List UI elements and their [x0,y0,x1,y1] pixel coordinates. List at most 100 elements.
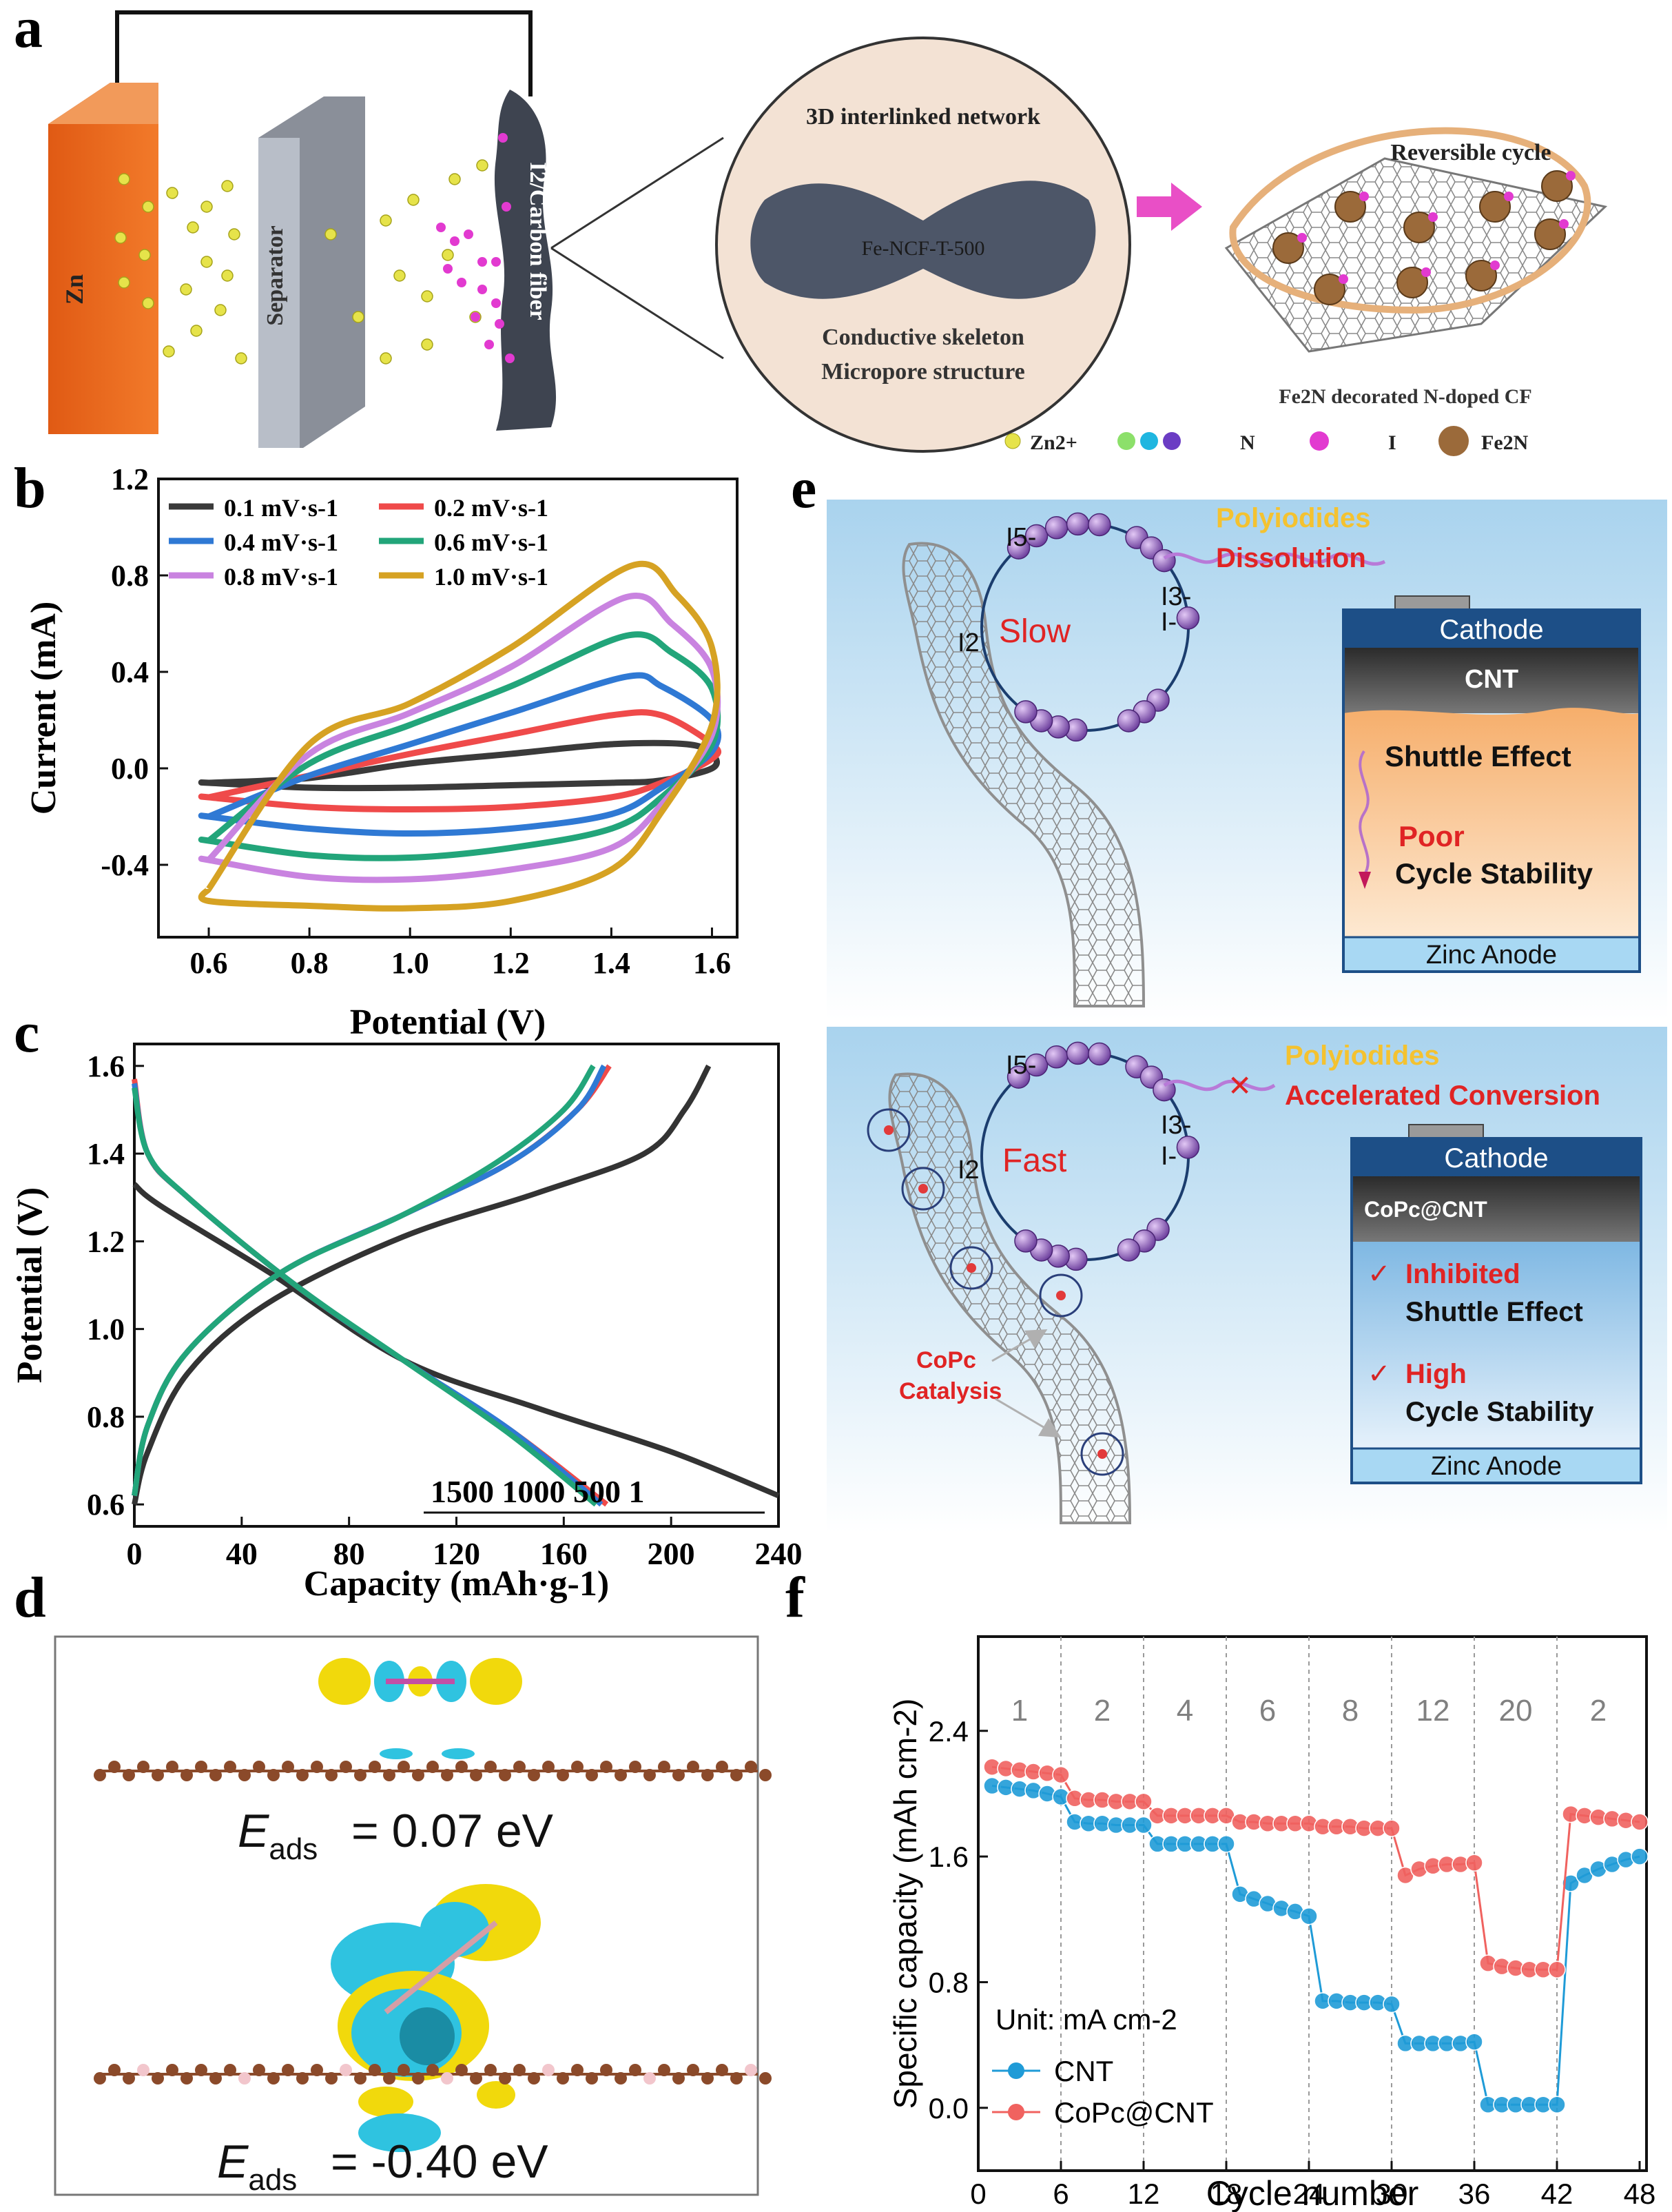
cycle-caption: Fe2N decorated N-doped CF [1279,385,1531,408]
x-tick-label: 18 [1210,2178,1243,2210]
iodine-ball [1066,512,1090,536]
carbon-atom [687,2064,699,2076]
data-point [1562,1874,1580,1892]
legend-marker [1008,2104,1024,2120]
cobalt-center [884,1125,894,1135]
iodine-dot [464,229,473,239]
legend-label: 0.1 mV·s-1 [224,494,338,522]
iodine-cloud [436,133,515,363]
x-tick-label: 1.6 [693,946,731,980]
fe2n-particles [1272,170,1576,305]
legend-label: CNT [1054,2055,1113,2087]
data-point [1465,2033,1483,2051]
zn-ion-dot [166,187,178,199]
polyiodide-wave-bottom [1163,1079,1276,1092]
pink-arrow [1137,183,1202,231]
carbon-atom [759,1769,772,1781]
carbon-atom [455,2064,468,2076]
shuttle-effect-bottom: Shuttle Effect [1405,1297,1583,1327]
x-tick-label: 80 [333,1536,365,1571]
polyiodides-top: Polyiodides [1216,503,1371,533]
x-tick-label: 42 [1541,2178,1573,2210]
cobalt-center [967,1263,976,1273]
zn-ion-dot [324,228,337,240]
iodine-dot [436,223,446,232]
zn-ion-dot [114,232,127,244]
zinc-anode-label-bottom: Zinc Anode [1431,1452,1562,1481]
shuttle-arrow [1359,750,1370,877]
cobalt-center [918,1184,928,1194]
x-tick-label: 40 [226,1536,258,1571]
check-icon-2: ✓ [1367,1359,1391,1389]
iodine-dot [477,257,487,267]
iodine-dot [1421,267,1431,277]
zn-ion-dot [421,290,433,303]
data-point [1383,1819,1401,1837]
data-point [1135,1792,1153,1811]
iodine-dot [498,133,508,143]
carbon-atom [282,2064,294,2076]
carbon-atom [296,2072,309,2085]
zn-ion-dot [448,173,461,185]
y-tick-label: 0.0 [929,2092,969,2124]
y-axis-title: Current (mA) [24,602,63,815]
cv-curve [198,631,721,861]
cycle-stability-bottom: Cycle Stability [1405,1397,1594,1427]
eads-bottom-symbol: Eads [217,2136,297,2197]
high-label: High [1405,1359,1467,1389]
charge-density-top [318,1658,522,1759]
eads-top-symbol: Eads [238,1805,318,1866]
carbon-atom [730,2072,743,2085]
panel-label-d: d [14,1566,46,1630]
rate-label: 12 [1416,1694,1450,1728]
iodine-cycle-bottom [980,1041,1200,1271]
separator [258,138,300,448]
cathode-label-top: Cathode [1439,615,1543,645]
carbon-atom [586,2072,598,2085]
y-tick-label: 1.2 [87,1225,125,1258]
carbon-atom [369,2064,381,2076]
copc-molecule [867,1108,911,1152]
zn-ion-dot [118,173,130,185]
legend-fe2n: Fe2N [1481,431,1529,454]
battery-bottom: Cathode CoPc@CNT ✓ Inhibited Shuttle Eff… [1350,1124,1642,1484]
carbon-atom [123,2072,135,2085]
carbon-atom [412,2072,424,2085]
carbon-atom [513,2064,526,2076]
rate-label: 2 [1094,1694,1111,1728]
x-tick-label: 48 [1624,2178,1656,2210]
catalysis-label: Catalysis [899,1378,1002,1404]
carbon-atom [716,2064,728,2076]
carbon-atom [542,2064,555,2076]
cnt-layer-label: CNT [1465,665,1518,694]
x-tick-label: 1.0 [391,946,429,980]
iodine-ball [1088,1042,1111,1066]
data-point [1052,1765,1070,1784]
carbon-atom [383,2072,395,2085]
zn-ion-cloud [114,159,488,365]
x-tick-label: 6 [1053,2178,1069,2210]
zn-ion-dot [138,249,151,261]
plot-frame [977,1635,1648,2172]
x-tick-label: 0 [970,2178,986,2210]
iodine-ball [1176,606,1200,630]
cycle-stability-top: Cycle Stability [1395,857,1593,890]
carbon-atom [180,2072,193,2085]
iodine-dot [1339,274,1348,284]
inhibited-label: Inhibited [1405,1259,1520,1289]
cnt-layer [1343,648,1640,713]
legend-n: N [1240,431,1255,454]
y-tick-label: 1.6 [929,1841,969,1873]
carbon-atom [253,2064,265,2076]
iodine-ball [1044,1045,1069,1069]
fe2n-particle [1479,191,1511,223]
carbon-atom [398,2064,410,2076]
carbon-atom [137,2064,149,2076]
data-point [1217,1835,1235,1853]
zn-ion-dot [393,269,406,282]
iodine-ball [1014,700,1038,724]
separator-label: Separator [262,225,288,325]
discharge-curve [132,1087,598,1507]
iodine-ball [1117,1238,1141,1262]
fe2n-particle [1314,274,1345,305]
